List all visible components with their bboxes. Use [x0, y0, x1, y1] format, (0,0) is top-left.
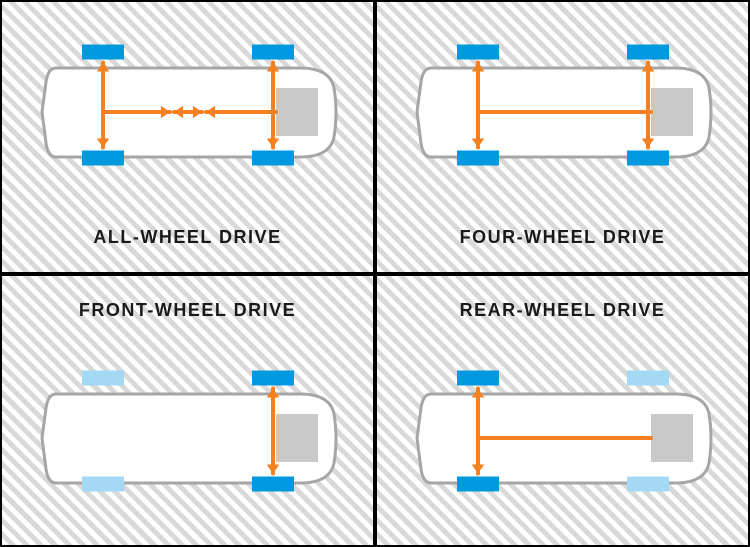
panel-fwd: FRONT-WHEEL DRIVE	[0, 274, 375, 547]
wheel-rear-top	[457, 45, 499, 60]
panel-label: FOUR-WHEEL DRIVE	[377, 227, 748, 248]
car-wrap	[28, 30, 348, 195]
panel-awd: ALL-WHEEL DRIVE	[0, 0, 375, 274]
car-wrap	[403, 356, 723, 521]
wheel-rear-top	[82, 45, 124, 60]
panel-rwd: REAR-WHEEL DRIVE	[375, 274, 750, 547]
wheel-front-top	[627, 370, 669, 385]
engine-block	[276, 414, 318, 462]
wheel-rear-top	[82, 370, 124, 385]
wheel-rear-bottom	[82, 476, 124, 491]
wheel-front-bottom	[627, 151, 669, 166]
wheel-front-bottom	[627, 476, 669, 491]
wheel-rear-bottom	[457, 151, 499, 166]
wheel-front-bottom	[252, 476, 294, 491]
engine-block	[651, 88, 693, 136]
engine-block	[651, 414, 693, 462]
wheel-rear-bottom	[82, 151, 124, 166]
wheel-rear-bottom	[457, 476, 499, 491]
wheel-front-top	[252, 45, 294, 60]
wheel-rear-top	[457, 370, 499, 385]
car-diagram	[28, 30, 348, 195]
panel-4wd: FOUR-WHEEL DRIVE	[375, 0, 750, 274]
wheel-front-top	[627, 45, 669, 60]
drivetrain-grid: ALL-WHEEL DRIVE FOUR-WHEEL DRIVE FRONT-W…	[0, 0, 750, 547]
panel-label: FRONT-WHEEL DRIVE	[2, 300, 373, 321]
car-wrap	[28, 356, 348, 521]
car-wrap	[403, 30, 723, 195]
wheel-front-bottom	[252, 151, 294, 166]
car-diagram	[403, 356, 723, 521]
wheel-front-top	[252, 370, 294, 385]
panel-label: REAR-WHEEL DRIVE	[377, 300, 748, 321]
engine-block	[276, 88, 318, 136]
car-diagram	[403, 30, 723, 195]
panel-label: ALL-WHEEL DRIVE	[2, 227, 373, 248]
car-diagram	[28, 356, 348, 521]
